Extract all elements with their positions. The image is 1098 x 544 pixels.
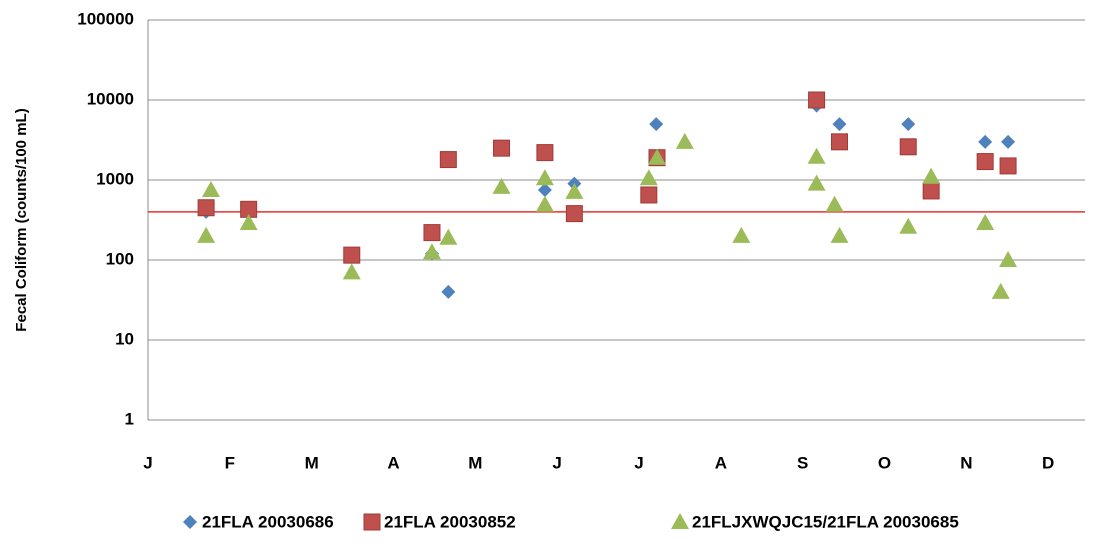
marker-diamond <box>649 117 664 132</box>
marker-square <box>197 199 215 217</box>
marker-square <box>536 144 554 162</box>
marker-triangle <box>922 167 941 184</box>
x-tick-label: F <box>225 453 235 472</box>
y-tick-label: 10000 <box>87 89 134 108</box>
marker-square <box>423 224 441 242</box>
marker-diamond <box>832 117 847 132</box>
marker-triangle <box>492 177 511 194</box>
x-tick-label: J <box>143 453 152 472</box>
x-tick-label: A <box>387 453 399 472</box>
marker-diamond <box>537 182 552 197</box>
marker-triangle <box>639 169 658 186</box>
y-tick-label: 10 <box>115 329 134 348</box>
marker-triangle <box>825 195 844 212</box>
marker-square <box>808 91 826 109</box>
marker-square <box>640 186 658 204</box>
x-tick-label: A <box>715 453 727 472</box>
marker-diamond <box>901 117 916 132</box>
marker-triangle <box>565 182 584 199</box>
marker-diamond <box>978 134 993 149</box>
legend-label: 21FLA 20030852 <box>384 512 516 531</box>
x-tick-label: N <box>960 453 972 472</box>
x-tick-label: M <box>305 453 319 472</box>
y-tick-label: 100000 <box>77 9 134 28</box>
marker-square <box>439 151 457 169</box>
marker-diamond <box>183 515 197 529</box>
marker-triangle <box>991 282 1010 299</box>
marker-triangle <box>535 195 554 212</box>
marker-triangle <box>976 214 995 231</box>
x-tick-label: M <box>468 453 482 472</box>
marker-square <box>976 153 994 171</box>
marker-diamond <box>1001 134 1016 149</box>
marker-triangle <box>197 226 216 243</box>
marker-triangle <box>422 243 441 260</box>
marker-diamond <box>441 284 456 299</box>
marker-triangle <box>439 228 458 245</box>
legend-label: 21FLJXWQJC15/21FLA 20030685 <box>692 512 959 531</box>
marker-square <box>343 246 361 264</box>
marker-square <box>830 133 848 151</box>
marker-square <box>493 139 511 157</box>
marker-triangle <box>342 263 361 280</box>
marker-triangle <box>239 214 258 231</box>
marker-triangle <box>535 169 554 186</box>
marker-triangle <box>202 180 221 197</box>
y-axis-label: Fecal Coliform (counts/100 mL) <box>13 108 30 331</box>
marker-triangle <box>830 226 849 243</box>
marker-triangle <box>648 148 667 165</box>
marker-triangle <box>807 147 826 164</box>
marker-triangle <box>899 217 918 234</box>
marker-square <box>999 157 1017 175</box>
x-tick-label: S <box>797 453 808 472</box>
marker-triangle <box>999 251 1018 267</box>
marker-triangle <box>732 226 751 243</box>
x-tick-label: J <box>552 453 561 472</box>
y-tick-label: 1 <box>125 409 134 428</box>
marker-triangle <box>671 513 689 529</box>
x-tick-label: O <box>878 453 891 472</box>
marker-square <box>363 513 381 531</box>
x-tick-label: J <box>634 453 643 472</box>
marker-triangle <box>675 132 694 149</box>
marker-square <box>922 182 940 200</box>
marker-square <box>899 138 917 156</box>
marker-square <box>565 205 583 223</box>
y-tick-label: 100 <box>106 249 134 268</box>
marker-triangle <box>807 174 826 191</box>
y-tick-label: 1000 <box>96 169 134 188</box>
legend-label: 21FLA 20030686 <box>202 512 334 531</box>
x-tick-label: D <box>1042 453 1054 472</box>
